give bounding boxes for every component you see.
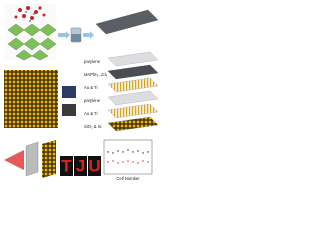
arrow: [58, 31, 70, 39]
layer: [107, 90, 159, 106]
layer: [107, 103, 159, 119]
x-axis-label: Cell Number: [116, 176, 140, 181]
letter: J: [76, 156, 85, 175]
inset-photo: [62, 86, 76, 98]
layer-label: Au & Ti: [84, 85, 98, 90]
plot: Cell Number: [103, 139, 153, 181]
layer: [107, 116, 159, 132]
figure: parylene MAPbI₃₋ₓClₓ Au & Ti parylene Au & T…: [4, 4, 159, 181]
crystal-structure: [4, 4, 57, 61]
arrow: [83, 31, 94, 39]
layer: [107, 77, 159, 93]
mask: [25, 141, 39, 177]
layer-label: Au & Ti: [84, 111, 98, 116]
layer-label: parylene: [84, 98, 101, 103]
layer: [107, 64, 159, 80]
layer: [107, 51, 159, 67]
film: [95, 9, 159, 35]
layer-label: parylene: [84, 59, 101, 64]
inset-photo: [62, 104, 76, 116]
layer-label: SiO₂ & Si: [84, 124, 102, 129]
letter: U: [88, 156, 100, 175]
light: [4, 150, 24, 170]
layer-label: MAPbI₃₋ₓClₓ: [84, 72, 108, 77]
array-photo: [4, 70, 58, 128]
letter-image: [88, 156, 101, 176]
solution: [71, 34, 81, 42]
letter-image: [60, 156, 73, 176]
letter-image: [74, 156, 87, 176]
letter: T: [61, 156, 72, 175]
array: [42, 140, 56, 178]
